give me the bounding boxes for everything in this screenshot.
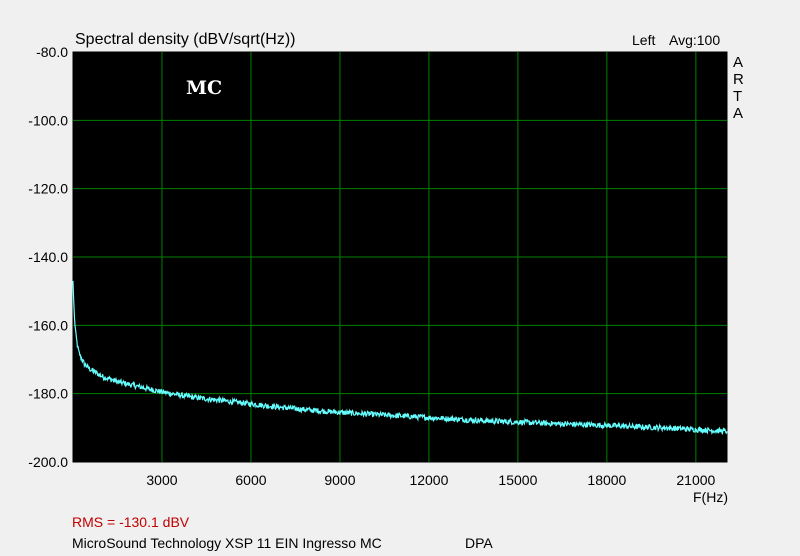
x-tick-label: 9000 [324, 472, 355, 488]
x-tick-label: 18000 [587, 472, 626, 488]
x-axis-label: F(Hz) [693, 489, 728, 505]
x-tick-label: 15000 [498, 472, 537, 488]
x-tick-label: 3000 [146, 472, 177, 488]
vendor-letter: R [733, 71, 744, 88]
brand-label: DPA [465, 535, 493, 551]
chart-title: Spectral density (dBV/sqrt(Hz)) [75, 31, 296, 48]
vendor-letter: A [733, 54, 743, 71]
vendor-letter: A [733, 105, 743, 122]
vendor-letter: T [733, 88, 742, 105]
y-tick-label: -140.0 [28, 249, 68, 265]
y-tick-label: -160.0 [28, 317, 68, 333]
x-tick-label: 21000 [676, 472, 715, 488]
rms-readout: RMS = -130.1 dBV [72, 514, 190, 530]
y-tick-labels: -80.0 -100.0 -120.0 -140.0 -160.0 -180.0 -200.… [28, 44, 68, 470]
y-tick-label: -120.0 [28, 181, 68, 197]
x-tick-labels: 3000 6000 9000 12000 15000 18000 21000 [146, 472, 715, 488]
averaging-label: Avg:100 [669, 32, 720, 48]
x-tick-label: 6000 [235, 472, 266, 488]
channel-label: Left [632, 32, 655, 48]
vendor-vertical-label: A R T A [733, 54, 744, 122]
y-tick-label: -200.0 [28, 454, 68, 470]
noise-spectrum-line [72, 280, 728, 436]
y-tick-label: -180.0 [28, 386, 68, 402]
measurement-description: MicroSound Technology XSP 11 EIN Ingress… [72, 535, 382, 551]
watermark-mc: MC [186, 77, 222, 99]
x-tick-label: 12000 [409, 472, 448, 488]
y-tick-label: -100.0 [28, 112, 68, 128]
y-tick-label: -80.0 [36, 44, 68, 60]
